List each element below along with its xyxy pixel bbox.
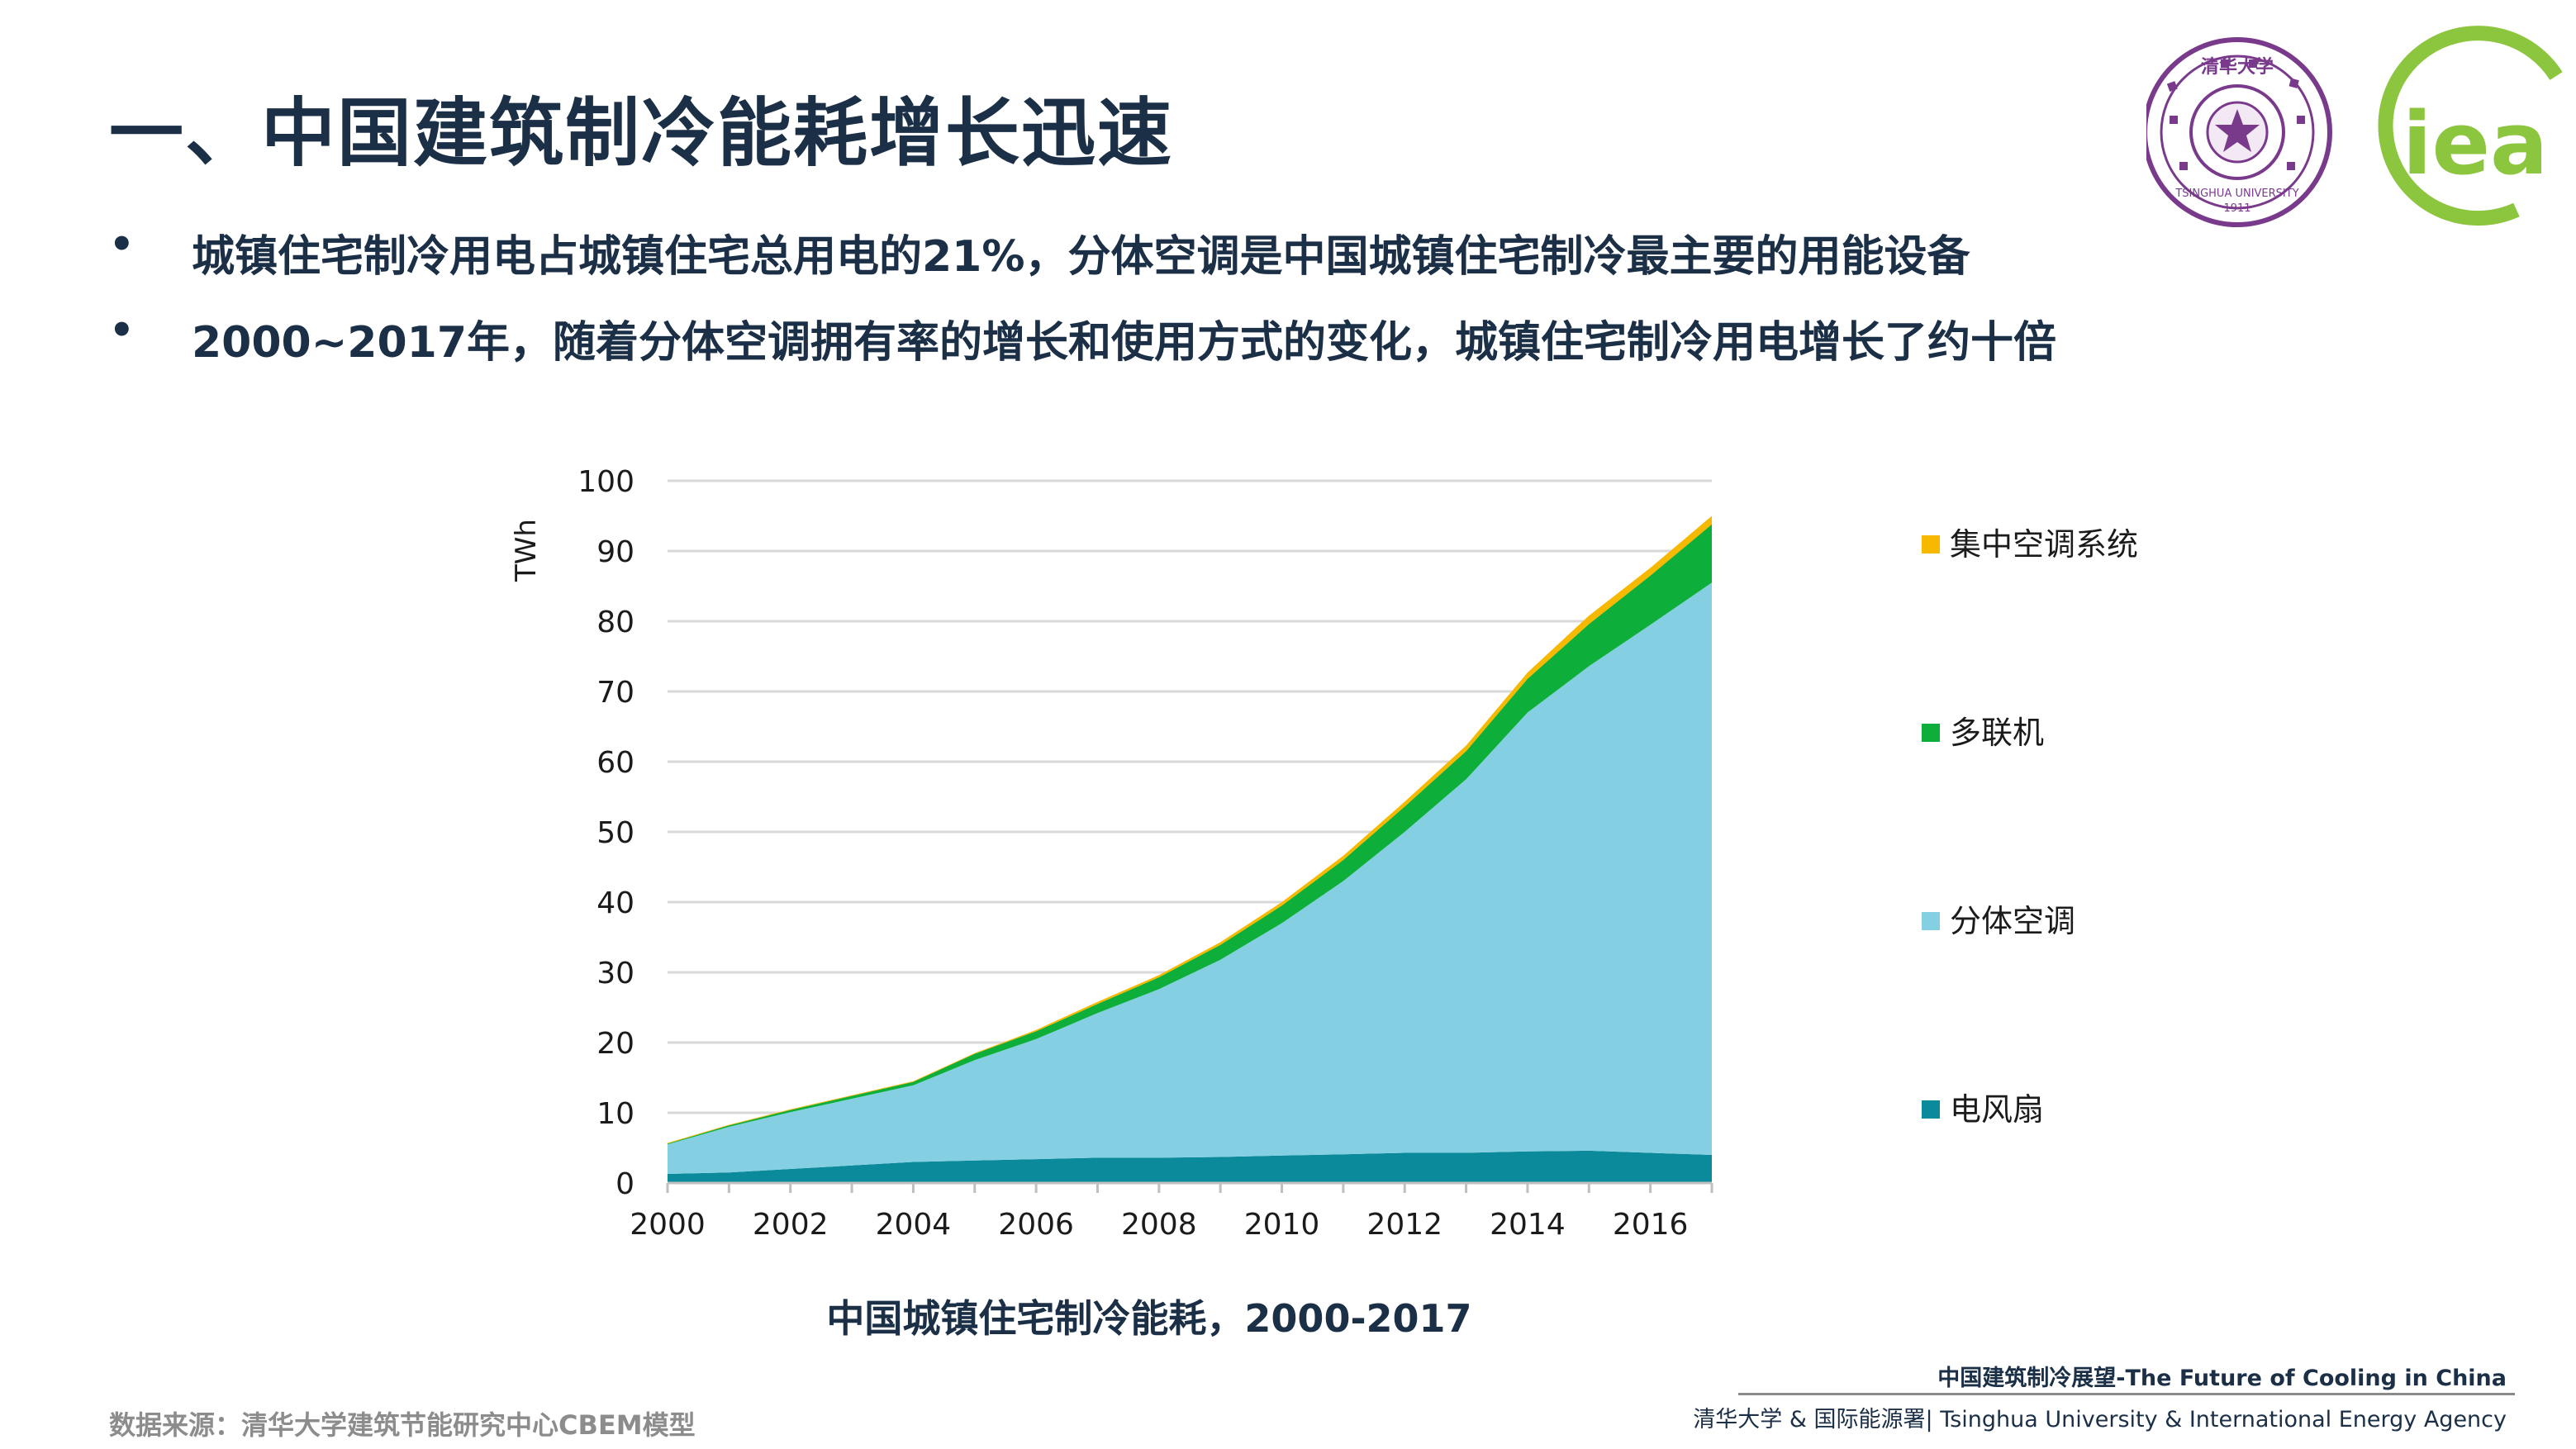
y-tick-label: 0 bbox=[615, 1167, 634, 1201]
footer-title: 中国建筑制冷展望-The Future of Cooling in China bbox=[1937, 1366, 2507, 1391]
y-tick-label: 40 bbox=[596, 886, 634, 920]
y-tick-label: 90 bbox=[596, 535, 634, 569]
legend-label: 电风扇 bbox=[1950, 1091, 2044, 1128]
y-tick-label: 10 bbox=[596, 1097, 634, 1131]
area-series bbox=[668, 1150, 1712, 1183]
tsinghua-seal-text-top: 清华大学 bbox=[2201, 56, 2274, 78]
area-series bbox=[668, 582, 1712, 1174]
bullet-marker: • bbox=[109, 221, 135, 268]
x-tick-label: 2008 bbox=[1121, 1208, 1197, 1242]
legend-label: 分体空调 bbox=[1950, 903, 2075, 939]
iea-logo-icon: iea bbox=[2378, 26, 2563, 226]
x-tick-label: 2016 bbox=[1613, 1208, 1689, 1242]
x-tick-label: 2004 bbox=[876, 1208, 952, 1242]
footer-divider bbox=[1738, 1393, 2515, 1395]
tsinghua-seal-year: 1911 bbox=[2223, 202, 2250, 215]
axis-layer: 0 10 20 30 40 50 60 70 80 90 100 2000 2002 2004 2006 20… bbox=[510, 465, 1713, 1242]
x-tick-label: 2002 bbox=[753, 1208, 829, 1242]
iea-logo-text: iea bbox=[2403, 93, 2548, 194]
legend-swatch bbox=[1922, 535, 1940, 553]
data-source: 数据来源：清华大学建筑节能研究中心CBEM模型 bbox=[109, 1409, 696, 1441]
x-tick-label: 2000 bbox=[630, 1208, 706, 1242]
tsinghua-seal-text-bottom: TSINGHUA UNIVERSITY bbox=[2174, 188, 2298, 200]
y-tick-label: 100 bbox=[577, 465, 634, 499]
legend-swatch bbox=[1922, 724, 1940, 742]
x-tick-label: 2006 bbox=[998, 1208, 1074, 1242]
footer-org: 清华大学 & 国际能源署| Tsinghua University & Inte… bbox=[1693, 1407, 2507, 1432]
x-tick-label: 2010 bbox=[1244, 1208, 1320, 1242]
y-axis-label: TWh bbox=[510, 519, 543, 582]
y-tick-label: 50 bbox=[596, 816, 634, 850]
legend-swatch bbox=[1922, 1100, 1940, 1119]
legend-swatch bbox=[1922, 912, 1940, 930]
chart-caption-text: 中国城镇住宅制冷能耗，2000-2017 bbox=[826, 1296, 1472, 1341]
y-tick-label: 60 bbox=[596, 746, 634, 780]
bullet-text: 城镇住宅制冷用电占城镇住宅总用电的21%，分体空调是中国城镇住宅制冷最主要的用能… bbox=[192, 232, 1970, 282]
y-tick-label: 80 bbox=[596, 606, 634, 639]
bullet-marker: • bbox=[109, 307, 135, 354]
x-tick-label: 2014 bbox=[1490, 1208, 1566, 1242]
logos: 清华大学 TSINGHUA UNIVERSITY 1911 iea bbox=[2146, 26, 2563, 227]
x-tick-label: 2012 bbox=[1366, 1208, 1442, 1242]
chart-caption: 中国城镇住宅制冷能耗，2000-2017 bbox=[0, 1289, 2576, 1343]
slide-title: 一、中国建筑制冷能耗增长迅速 bbox=[109, 90, 1173, 177]
y-tick-label: 20 bbox=[596, 1027, 634, 1061]
chart: 0 10 20 30 40 50 60 70 80 90 100 2000 2002 2004 2006 20… bbox=[510, 465, 2138, 1242]
y-tick-label: 70 bbox=[596, 676, 634, 710]
bullet-text: 2000~2017年，随着分体空调拥有率的增长和使用方式的变化，城镇住宅制冷用电… bbox=[192, 318, 2057, 368]
legend-label: 集中空调系统 bbox=[1950, 526, 2138, 563]
y-tick-label: 30 bbox=[596, 957, 634, 991]
tsinghua-seal-icon bbox=[2146, 37, 2332, 227]
legend-label: 多联机 bbox=[1950, 715, 2044, 751]
area-layer bbox=[668, 515, 1712, 1183]
